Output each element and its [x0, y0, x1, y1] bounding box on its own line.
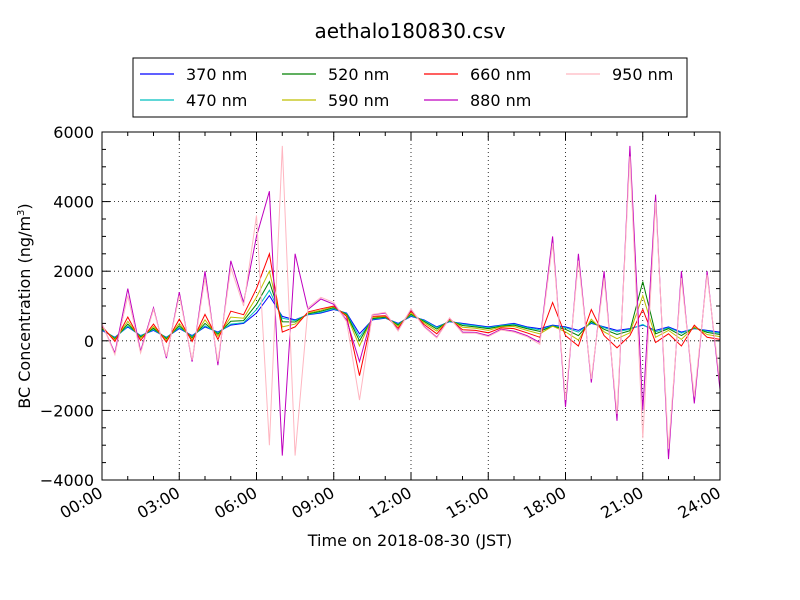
x-tick-label: 09:00 — [288, 483, 337, 523]
y-axis-label-superscript: 3 — [16, 210, 27, 216]
plot-frame — [101, 131, 721, 481]
y-axis-ticks: −4000 −2000 0 2000 4000 6000 — [40, 123, 720, 490]
y-tick-label: 6000 — [53, 123, 94, 142]
y-axis-label: BC Concentration (ng/m3) — [15, 203, 34, 408]
legend-label: 950 nm — [612, 65, 673, 84]
series-line-590-nm — [102, 269, 720, 348]
x-axis-ticks: 00:00 03:00 06:00 09:00 12:00 15:00 18:00 21:00… — [57, 132, 724, 523]
legend: 370 nm 470 nm 520 nm 590 nm 660 nm 880 nm 950 … — [132, 57, 688, 118]
series-line-660-nm — [102, 251, 720, 376]
y-tick-label: −2000 — [40, 401, 94, 420]
x-tick-label: 03:00 — [134, 483, 183, 523]
legend-box — [132, 57, 688, 118]
series-line-370-nm — [102, 294, 720, 338]
legend-item: 370 nm — [140, 65, 247, 84]
x-tick-label: 12:00 — [366, 483, 415, 523]
legend-item: 470 nm — [140, 91, 247, 110]
x-tick-label: 21:00 — [597, 483, 646, 523]
y-tick-label: 2000 — [53, 262, 94, 281]
x-tick-label: 15:00 — [443, 483, 492, 523]
gridlines — [102, 132, 720, 480]
legend-label: 660 nm — [470, 65, 531, 84]
chart-title: aethalo180830.csv — [314, 19, 505, 43]
series-lines — [102, 145, 720, 460]
x-tick-label: 06:00 — [211, 483, 260, 523]
series-line-950-nm — [102, 145, 720, 456]
legend-label: 370 nm — [186, 65, 247, 84]
y-tick-label: 4000 — [53, 193, 94, 212]
legend-label: 880 nm — [470, 91, 531, 110]
legend-item: 880 nm — [424, 91, 531, 110]
legend-item: 590 nm — [282, 91, 389, 110]
y-tick-label: 0 — [84, 332, 94, 351]
legend-label: 470 nm — [186, 91, 247, 110]
legend-label: 590 nm — [328, 91, 389, 110]
legend-item: 950 nm — [566, 65, 673, 84]
series-line-470-nm — [102, 289, 720, 339]
legend-item: 660 nm — [424, 65, 531, 84]
y-axis-label-main: BC Concentration (ng/m — [15, 216, 34, 409]
y-tick-label: −4000 — [40, 471, 94, 490]
legend-label: 520 nm — [328, 65, 389, 84]
legend-item: 520 nm — [282, 65, 389, 84]
series-line-520-nm — [102, 280, 720, 342]
y-axis-label-end: ) — [15, 203, 34, 209]
x-axis-label: Time on 2018-08-30 (JST) — [307, 531, 512, 550]
x-tick-label: 18:00 — [520, 483, 569, 523]
x-tick-label: 24:00 — [675, 483, 724, 523]
